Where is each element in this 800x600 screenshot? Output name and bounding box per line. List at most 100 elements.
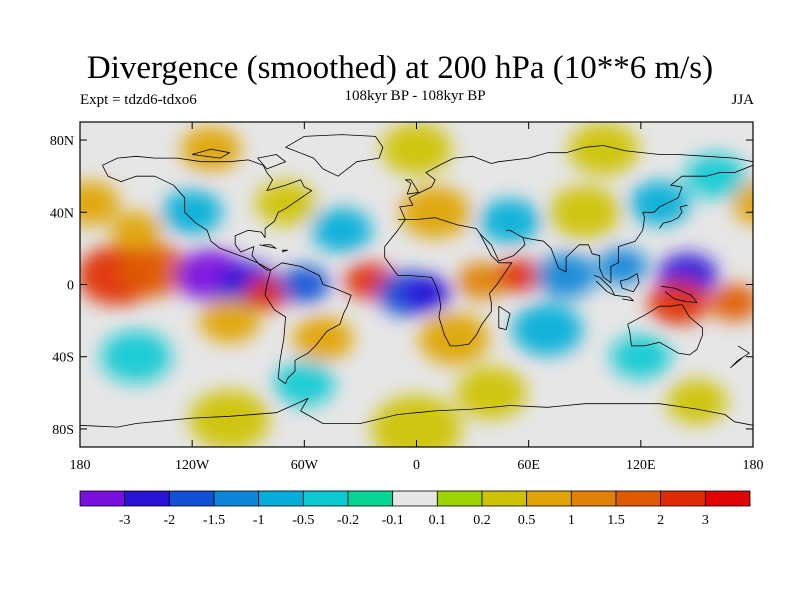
colorbar-box-6 — [347, 490, 394, 507]
field-anomaly-11 — [535, 253, 597, 298]
colorbar-box-10 — [526, 490, 572, 507]
y-tick-label-0: 80N — [50, 134, 74, 149]
plot-area — [79, 121, 754, 448]
coastline-9 — [619, 273, 640, 293]
colorbar-box-2 — [168, 490, 215, 507]
field-anomaly-17 — [110, 211, 162, 250]
field-blobs — [80, 122, 753, 447]
colorbar-label-9: 0.5 — [518, 513, 536, 528]
coastline-16 — [498, 305, 511, 330]
x-tick-label-2: 60W — [291, 458, 319, 473]
colorbar-label-4: -0.5 — [292, 513, 314, 528]
colorbar-label-2: -1.5 — [203, 513, 225, 528]
coastline-11 — [659, 204, 688, 229]
season-label: JJA — [731, 92, 754, 108]
field-anomaly-34 — [100, 330, 172, 383]
field-anomaly-5 — [279, 265, 330, 304]
colorbar-box-7 — [392, 490, 438, 507]
x-tick-label-1: 120W — [175, 458, 210, 473]
coastline-6 — [627, 304, 703, 356]
colorbar-box-3 — [213, 490, 260, 507]
colorbar-label-8: 0.2 — [473, 513, 491, 528]
field-anomaly-33 — [610, 334, 672, 380]
x-tick-label-0: 180 — [70, 458, 91, 473]
field-anomaly-12 — [596, 247, 648, 286]
coastline-2 — [397, 145, 753, 220]
coastline-15 — [192, 148, 230, 159]
divergence-field — [80, 122, 753, 447]
colorbar-label-10: 1 — [568, 513, 575, 528]
field-anomaly-14 — [647, 280, 709, 325]
field-anomaly-21 — [399, 186, 471, 239]
colorbar-box-9 — [481, 490, 528, 507]
coastline-12 — [285, 134, 384, 177]
field-anomaly-35 — [274, 361, 335, 407]
field-anomaly-1 — [119, 243, 191, 297]
experiment-label: Expt = tdzd6-tdxo6 — [80, 92, 197, 108]
colorbar-label-11: 1.5 — [607, 513, 625, 528]
field-anomaly-38 — [189, 390, 270, 447]
colorbar-box-13 — [660, 490, 706, 507]
y-tick-label-2: 0 — [67, 279, 74, 294]
map-subtitle: 108kyr BP - 108kyr BP — [344, 88, 486, 104]
colorbar-label-6: -0.1 — [382, 513, 404, 528]
colorbar-label-1: -2 — [163, 513, 175, 528]
coastline-1 — [264, 262, 352, 385]
x-tick-label-5: 120E — [626, 458, 656, 473]
colorbar-box-0 — [79, 490, 126, 507]
colorbar-label-5: -0.2 — [337, 513, 359, 528]
map-axes: 180 120W 60W 0 60E 120E 180 80N 40N 0 40S 80S — [50, 122, 764, 473]
colorbar-box-11 — [570, 490, 617, 507]
field-anomaly-24 — [629, 180, 690, 226]
colorbar-label-13: 3 — [702, 513, 709, 528]
field-anomaly-20 — [311, 207, 373, 253]
colorbar-box-14 — [704, 490, 751, 507]
colorbar-label-0: -3 — [119, 513, 131, 528]
field-anomaly-36 — [455, 366, 527, 420]
colorbar-box-5 — [302, 490, 349, 507]
y-tick-label-3: 40S — [52, 351, 74, 366]
y-tick-label-1: 40N — [50, 206, 74, 221]
field-anomaly-25 — [685, 153, 746, 199]
coastline-0 — [102, 155, 313, 271]
colorbar-label-12: 2 — [657, 513, 664, 528]
field-anomaly-9 — [456, 262, 508, 300]
field-anomaly-22 — [479, 198, 541, 244]
colorbar-box-8 — [436, 490, 483, 507]
field-anomaly-10 — [496, 258, 543, 293]
colorbar-label-3: -1 — [253, 513, 265, 528]
coastline-14 — [257, 154, 286, 170]
field-anomaly-37 — [666, 379, 728, 425]
coastline-5 — [523, 164, 753, 284]
coastline-19 — [259, 244, 277, 249]
y-tick-label-4: 80S — [52, 423, 74, 438]
field-anomaly-19 — [255, 180, 316, 226]
coastline-3 — [384, 217, 513, 347]
coastline-10 — [661, 285, 698, 303]
field-anomaly-8 — [400, 274, 452, 313]
coastline-4 — [479, 229, 526, 262]
field-anomaly-16 — [80, 180, 120, 226]
field-anomaly-32 — [512, 303, 583, 356]
field-anomaly-28 — [568, 122, 639, 176]
colorbar-label-7: 0.1 — [429, 513, 447, 528]
x-tick-label-4: 60E — [517, 458, 540, 473]
coastline-18 — [80, 397, 753, 428]
coastline-13 — [404, 179, 419, 195]
coastlines — [80, 134, 753, 428]
field-anomaly-39 — [371, 395, 462, 447]
field-anomaly-15 — [709, 283, 753, 322]
field-anomaly-26 — [381, 122, 452, 176]
coastline-7 — [593, 275, 616, 296]
coastline-17 — [730, 345, 750, 368]
colorbar-box-12 — [615, 490, 662, 507]
field-anomaly-29 — [199, 298, 260, 344]
field-anomaly-4 — [244, 276, 290, 311]
field-anomaly-23 — [549, 186, 621, 239]
x-tick-label-3: 0 — [413, 458, 420, 473]
colorbar-box-1 — [124, 490, 170, 507]
coastline-20 — [281, 249, 288, 253]
field-anomaly-16 — [732, 181, 753, 225]
colorbar-box-4 — [258, 490, 304, 507]
